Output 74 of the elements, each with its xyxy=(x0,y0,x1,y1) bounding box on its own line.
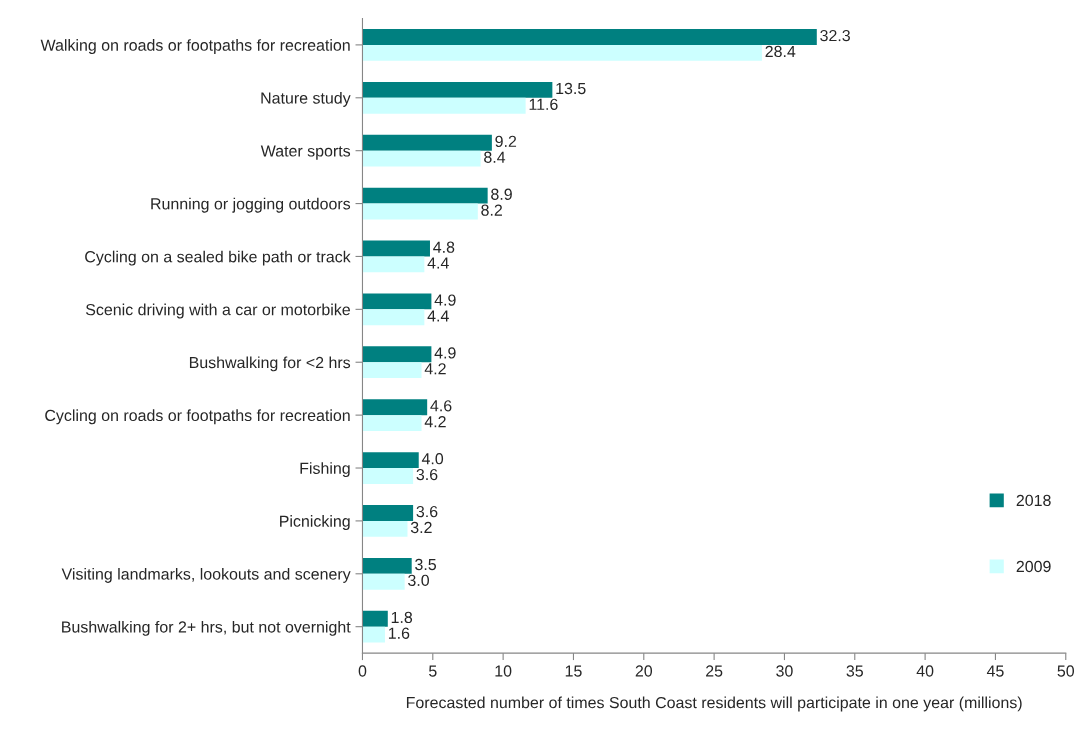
x-tick-label: 35 xyxy=(846,665,863,677)
bar xyxy=(362,203,478,220)
data-label: 3.6 xyxy=(416,468,438,481)
bar xyxy=(362,240,430,257)
y-tick-label: Bushwalking for <2 hrs xyxy=(189,356,351,372)
data-label: 3.5 xyxy=(415,558,437,571)
bar xyxy=(362,97,526,114)
x-tick-label: 10 xyxy=(495,665,512,677)
bar xyxy=(362,399,428,416)
y-tick-label: Bushwalking for 2+ hrs, but not overnight xyxy=(62,620,351,636)
bar xyxy=(362,520,408,537)
data-label: 28.4 xyxy=(765,45,796,58)
data-label: 4.2 xyxy=(424,416,446,428)
bar xyxy=(362,557,412,574)
x-tick-label: 5 xyxy=(429,665,437,677)
bar xyxy=(362,29,817,45)
data-label: 4.8 xyxy=(433,241,455,253)
y-tick-label: Walking on roads or footpaths for recreation xyxy=(40,39,350,54)
bar xyxy=(362,468,414,484)
bar xyxy=(362,293,432,310)
x-tick-label: 15 xyxy=(565,665,582,677)
data-label: 3.2 xyxy=(410,521,432,534)
bar xyxy=(362,346,432,363)
data-label: 1.6 xyxy=(388,627,410,639)
bar xyxy=(362,256,425,273)
y-tick-label: Running or jogging outdoors xyxy=(151,197,351,213)
data-label: 4.9 xyxy=(434,294,456,306)
y-tick-label: Picnicking xyxy=(280,515,350,531)
bar xyxy=(362,44,762,61)
bar xyxy=(362,452,419,469)
data-label: 32.3 xyxy=(820,29,850,42)
x-tick-label: 0 xyxy=(358,665,367,677)
y-tick-label: Cycling on a sealed bike path or track xyxy=(85,250,351,266)
legend-label: 2018 xyxy=(1016,494,1051,507)
data-label: 4.4 xyxy=(427,257,449,269)
x-tick-label: 30 xyxy=(776,665,793,677)
bar xyxy=(362,134,492,151)
data-label: 8.9 xyxy=(491,188,512,200)
x-tick-label: 25 xyxy=(706,665,723,677)
x-tick-label: 50 xyxy=(1057,665,1075,677)
bar xyxy=(362,150,481,167)
data-label: 11.6 xyxy=(529,98,558,111)
data-label: 3.6 xyxy=(416,505,438,518)
y-tick-label: Nature study xyxy=(261,92,351,107)
data-label: 4.0 xyxy=(421,453,444,465)
x-axis-title: Forecasted number of times South Coast residents will participate in one year (millions) xyxy=(406,696,1022,712)
data-label: 1.8 xyxy=(391,611,413,624)
bar xyxy=(362,187,488,204)
y-tick-label: Visiting landmarks, lookouts and scenery xyxy=(61,568,351,583)
bar xyxy=(362,573,405,590)
bar xyxy=(362,626,385,643)
data-label: 4.2 xyxy=(424,363,446,375)
bar xyxy=(362,610,388,627)
data-label: 3.0 xyxy=(408,574,430,587)
data-label: 13.5 xyxy=(556,82,586,95)
bar xyxy=(362,309,425,326)
data-label: 4.4 xyxy=(427,310,449,322)
bar xyxy=(362,81,553,98)
y-tick-label: Fishing xyxy=(300,462,350,478)
data-label: 8.4 xyxy=(484,151,506,163)
x-tick-label: 40 xyxy=(916,665,934,677)
bar xyxy=(362,362,422,379)
bar xyxy=(362,505,414,521)
y-tick-label: Scenic driving with a car or motorbike xyxy=(85,303,350,319)
data-label: 4.6 xyxy=(430,400,452,412)
y-tick-label: Water sports xyxy=(260,145,351,160)
legend-label: 2009 xyxy=(1016,560,1051,573)
x-tick-label: 20 xyxy=(635,665,653,677)
data-label: 8.2 xyxy=(481,204,502,216)
bar xyxy=(362,415,422,431)
data-label: 9.2 xyxy=(495,135,517,148)
y-tick-label: Cycling on roads or footpaths for recreation xyxy=(45,409,350,425)
data-label: 4.9 xyxy=(434,347,456,359)
x-tick-label: 45 xyxy=(986,665,1004,677)
